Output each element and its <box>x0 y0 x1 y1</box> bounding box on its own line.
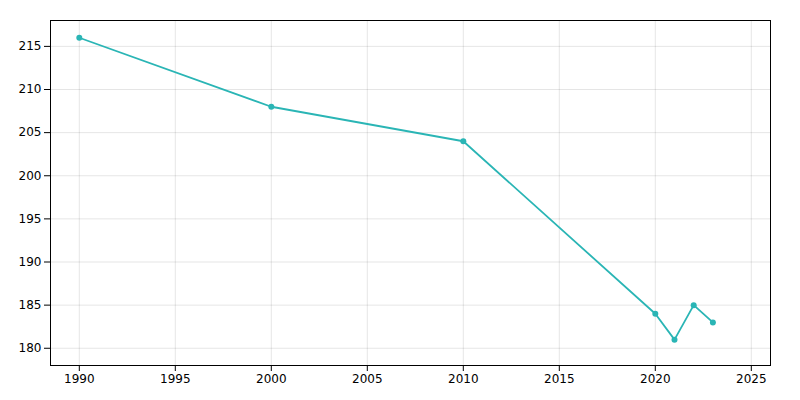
svg-text:210: 210 <box>19 82 42 96</box>
svg-text:205: 205 <box>19 125 42 139</box>
svg-text:190: 190 <box>19 255 42 269</box>
svg-text:2020: 2020 <box>640 372 671 386</box>
svg-text:180: 180 <box>19 341 42 355</box>
svg-text:2005: 2005 <box>352 372 383 386</box>
svg-text:1995: 1995 <box>160 372 191 386</box>
svg-text:195: 195 <box>19 212 42 226</box>
svg-text:200: 200 <box>19 169 42 183</box>
svg-text:1990: 1990 <box>64 372 95 386</box>
svg-text:185: 185 <box>19 298 42 312</box>
svg-text:2010: 2010 <box>448 372 479 386</box>
svg-text:2015: 2015 <box>544 372 575 386</box>
svg-text:2000: 2000 <box>256 372 287 386</box>
svg-text:2025: 2025 <box>736 372 767 386</box>
svg-text:215: 215 <box>19 39 42 53</box>
